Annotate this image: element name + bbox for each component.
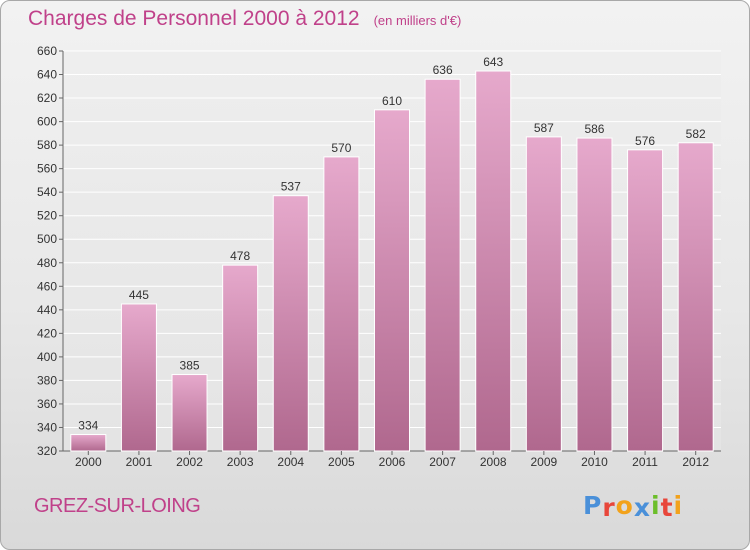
x-tick-label: 2000 bbox=[75, 455, 102, 469]
x-tick-label: 2006 bbox=[379, 455, 406, 469]
bar bbox=[576, 137, 613, 452]
bar-value-label: 385 bbox=[180, 359, 200, 373]
y-tick-label: 640 bbox=[37, 68, 57, 82]
y-tick-label: 620 bbox=[37, 91, 57, 105]
y-tick-label: 560 bbox=[37, 162, 57, 176]
y-tick-label: 320 bbox=[37, 444, 57, 458]
bar bbox=[525, 136, 562, 452]
bar-value-label: 587 bbox=[534, 121, 554, 135]
bar bbox=[120, 303, 157, 452]
x-tick-label: 2005 bbox=[328, 455, 355, 469]
bar bbox=[677, 142, 714, 452]
y-tick-label: 360 bbox=[37, 397, 57, 411]
y-tick-label: 540 bbox=[37, 185, 57, 199]
x-tick-label: 2001 bbox=[126, 455, 153, 469]
bar-value-label: 334 bbox=[78, 419, 98, 433]
bar bbox=[475, 70, 512, 452]
y-tick-label: 340 bbox=[37, 420, 57, 434]
bar-value-label: 478 bbox=[230, 249, 250, 263]
x-tick-label: 2003 bbox=[227, 455, 254, 469]
bar bbox=[323, 156, 360, 452]
x-tick-label: 2008 bbox=[480, 455, 507, 469]
chart-subtitle: (en milliers d'€) bbox=[373, 13, 462, 28]
chart-title: Charges de Personnel 2000 à 2012 bbox=[28, 7, 360, 30]
y-tick-label: 660 bbox=[37, 44, 57, 58]
x-tick-label: 2011 bbox=[632, 455, 658, 469]
y-tick-label: 600 bbox=[37, 115, 57, 129]
y-tick-label: 480 bbox=[37, 256, 57, 270]
bar-value-label: 636 bbox=[433, 63, 453, 77]
bar bbox=[627, 149, 664, 452]
bar-value-label: 643 bbox=[483, 55, 503, 69]
bar-value-label: 586 bbox=[584, 122, 604, 136]
bar bbox=[374, 109, 410, 452]
bar bbox=[171, 374, 208, 452]
y-tick-label: 500 bbox=[37, 232, 57, 246]
bar bbox=[424, 78, 461, 452]
y-tick-label: 420 bbox=[37, 326, 57, 340]
x-tick-label: 2009 bbox=[530, 455, 557, 469]
bar-value-label: 610 bbox=[382, 94, 402, 108]
y-tick-label: 380 bbox=[37, 373, 57, 387]
proxiti-logo: Proxiti bbox=[583, 491, 684, 522]
y-tick-label: 580 bbox=[37, 138, 57, 152]
y-tick-label: 520 bbox=[37, 209, 57, 223]
y-tick-label: 440 bbox=[37, 303, 57, 317]
bar-value-label: 445 bbox=[129, 288, 149, 302]
x-tick-label: 2010 bbox=[581, 455, 608, 469]
bar-value-label: 570 bbox=[331, 141, 351, 155]
x-tick-label: 2007 bbox=[429, 455, 456, 469]
bar bbox=[272, 195, 309, 452]
x-tick-label: 2002 bbox=[176, 455, 203, 469]
bar-value-label: 576 bbox=[635, 134, 655, 148]
bar-value-label: 537 bbox=[281, 180, 301, 194]
bar-value-label: 582 bbox=[686, 127, 706, 141]
x-tick-label: 2012 bbox=[682, 455, 709, 469]
y-tick-label: 400 bbox=[37, 350, 57, 364]
commune-name: GREZ-SUR-LOING bbox=[34, 495, 201, 517]
y-tick-label: 460 bbox=[37, 279, 57, 293]
bar bbox=[70, 434, 107, 452]
bar bbox=[222, 264, 259, 452]
x-tick-label: 2004 bbox=[277, 455, 304, 469]
title-row: Charges de Personnel 2000 à 2012 (en mill… bbox=[28, 7, 461, 31]
